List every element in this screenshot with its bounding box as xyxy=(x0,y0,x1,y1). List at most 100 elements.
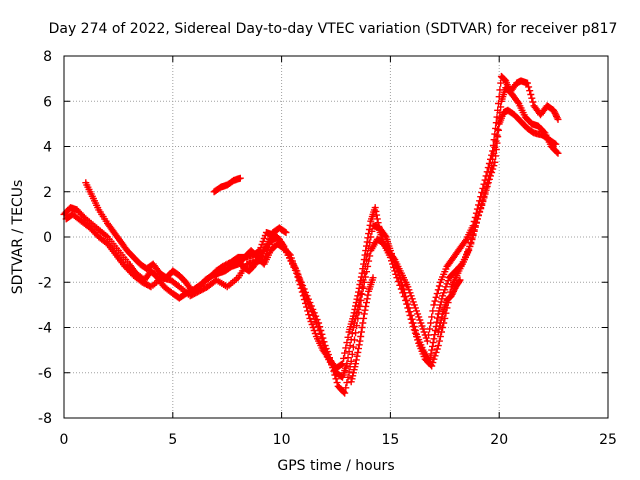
data-point xyxy=(171,292,174,295)
data-point xyxy=(184,281,188,284)
data-point xyxy=(289,253,292,257)
data-point xyxy=(369,249,373,252)
data-point xyxy=(500,100,503,103)
series-track-b xyxy=(62,84,562,397)
data-point xyxy=(276,235,279,239)
data-point xyxy=(162,285,166,288)
data-point xyxy=(363,312,366,316)
data-point xyxy=(495,115,499,119)
data-point xyxy=(363,281,366,284)
data-point xyxy=(437,344,440,347)
data-point xyxy=(269,249,272,252)
data-point xyxy=(517,102,520,105)
data-point xyxy=(358,339,362,343)
data-point xyxy=(419,321,423,325)
x-tick-label: 5 xyxy=(168,432,177,448)
data-point xyxy=(450,294,453,298)
data-point xyxy=(493,161,497,164)
data-point xyxy=(315,335,318,338)
data-point xyxy=(328,357,331,361)
x-tick-label: 15 xyxy=(381,432,399,448)
data-point xyxy=(132,256,135,259)
data-point xyxy=(484,174,488,178)
data-point xyxy=(543,131,547,135)
data-point xyxy=(145,267,148,270)
data-point xyxy=(278,226,281,230)
data-point xyxy=(463,258,466,261)
data-point xyxy=(197,285,201,288)
data-point xyxy=(406,285,410,288)
data-point xyxy=(302,294,305,298)
y-tick-label: 6 xyxy=(43,94,52,110)
data-point xyxy=(356,317,359,320)
data-point xyxy=(526,81,529,85)
data-point xyxy=(230,262,233,266)
data-point xyxy=(441,294,444,298)
data-point xyxy=(239,176,242,180)
data-point xyxy=(334,367,338,370)
data-point xyxy=(500,75,503,78)
data-point xyxy=(437,330,440,334)
data-point xyxy=(165,276,168,279)
data-point xyxy=(515,81,518,85)
data-point xyxy=(345,362,349,365)
data-point xyxy=(508,91,512,94)
data-point xyxy=(341,362,344,365)
data-point xyxy=(532,131,536,135)
data-point xyxy=(247,269,251,273)
x-tick-label: 10 xyxy=(273,432,291,448)
y-tick-label: -2 xyxy=(38,275,52,291)
data-point xyxy=(308,301,312,304)
data-point xyxy=(69,206,72,209)
data-point xyxy=(119,240,122,243)
data-point xyxy=(132,274,135,277)
data-point xyxy=(378,229,381,232)
data-point xyxy=(356,294,359,298)
data-point xyxy=(367,290,370,293)
x-tick-label: 20 xyxy=(490,432,508,448)
data-point xyxy=(524,115,527,119)
y-tick-label: -8 xyxy=(38,411,52,427)
y-tick-label: -6 xyxy=(38,366,52,382)
data-point xyxy=(117,249,120,252)
data-point xyxy=(376,238,379,241)
data-point xyxy=(550,145,553,148)
data-point xyxy=(384,235,388,239)
data-point xyxy=(215,278,218,282)
data-point xyxy=(445,299,449,302)
data-point xyxy=(106,222,109,225)
data-point xyxy=(504,79,507,83)
data-point xyxy=(382,242,386,245)
data-point xyxy=(236,258,240,261)
data-point xyxy=(106,235,109,239)
data-point xyxy=(465,238,468,241)
data-point xyxy=(450,285,453,288)
data-point xyxy=(271,231,275,234)
data-point xyxy=(519,79,523,83)
data-point xyxy=(71,213,74,216)
data-point xyxy=(219,186,222,189)
data-point xyxy=(530,122,534,126)
data-point xyxy=(365,244,368,248)
data-point xyxy=(95,226,98,230)
data-point xyxy=(317,321,320,325)
series-track-c xyxy=(82,72,562,372)
data-point xyxy=(387,249,390,252)
data-point xyxy=(443,317,446,320)
data-point xyxy=(323,344,327,347)
data-point xyxy=(556,152,560,155)
data-point xyxy=(552,109,555,112)
data-point xyxy=(352,314,355,318)
data-point xyxy=(158,272,161,275)
data-point xyxy=(439,281,442,284)
data-point xyxy=(441,312,444,316)
data-point xyxy=(106,242,109,245)
data-point xyxy=(532,104,536,107)
data-point xyxy=(519,120,523,123)
series-track-f xyxy=(347,274,377,386)
data-point xyxy=(471,224,475,227)
data-point xyxy=(262,262,266,266)
data-point xyxy=(169,278,172,282)
data-point xyxy=(115,253,118,257)
data-point xyxy=(80,219,83,223)
